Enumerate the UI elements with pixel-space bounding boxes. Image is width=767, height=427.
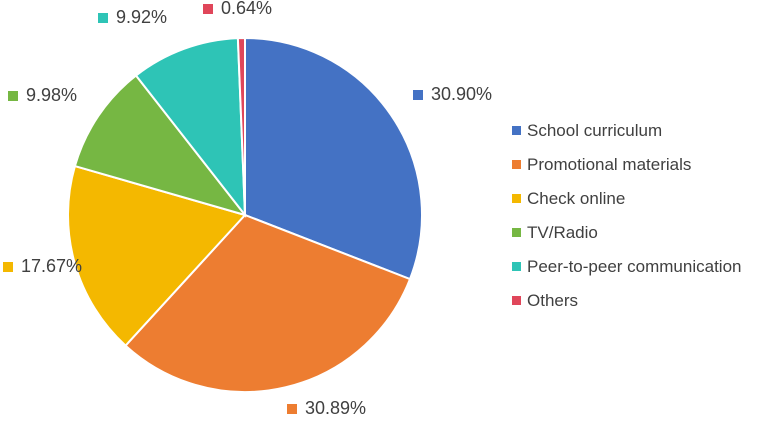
data-label-marker [203,4,213,14]
legend-swatch [512,262,521,271]
data-label-marker [413,90,423,100]
legend-item-peer-to-peer-communication: Peer-to-peer communication [512,257,741,276]
legend-item-promotional-materials: Promotional materials [512,155,691,174]
pie-slice-others [236,36,246,216]
legend-label: School curriculum [527,121,662,140]
data-label-school-curriculum: 30.90% [413,84,492,104]
data-label-marker [287,404,297,414]
data-label-marker [8,91,18,101]
legend-swatch [512,194,521,203]
data-label-text: 9.92% [116,7,167,27]
legend-item-school-curriculum: School curriculum [512,121,662,140]
pie-slice-peer-to-peer-communication [134,37,247,219]
legend-item-tv-radio: TV/Radio [512,223,598,242]
pie-slice-check-online [67,164,247,348]
legend-label: Promotional materials [527,155,691,174]
data-label-text: 0.64% [221,0,272,18]
data-label-text: 9.98% [26,85,77,105]
legend-label: Check online [527,189,625,208]
data-label-peer-to-peer-communication: 9.92% [98,7,167,27]
pie-slices [67,36,423,393]
legend-swatch [512,160,521,169]
data-label-marker [98,13,108,23]
data-label-tv-radio: 9.98% [8,85,77,105]
data-label-marker [3,262,13,272]
legend: School curriculum Promotional materials Ch… [512,121,741,310]
data-labels: 30.90% 30.89% 17.67% 9.98% 9.92% 0.64% [3,0,492,418]
pie-slice-promotional-materials [124,213,412,393]
data-label-others: 0.64% [203,0,272,18]
pie-slice-school-curriculum [244,36,423,281]
data-label-text: 30.89% [305,398,366,418]
pie-slice-tv-radio [73,74,248,217]
legend-item-check-online: Check online [512,189,625,208]
data-label-text: 30.90% [431,84,492,104]
data-label-promotional-materials: 30.89% [287,398,366,418]
legend-label: Others [527,291,578,310]
legend-swatch [512,296,521,305]
legend-swatch [512,126,521,135]
legend-label: TV/Radio [527,223,598,242]
legend-item-others: Others [512,291,578,310]
data-label-text: 17.67% [21,256,82,276]
data-label-check-online: 17.67% [3,256,82,276]
legend-swatch [512,228,521,237]
legend-label: Peer-to-peer communication [527,257,741,276]
